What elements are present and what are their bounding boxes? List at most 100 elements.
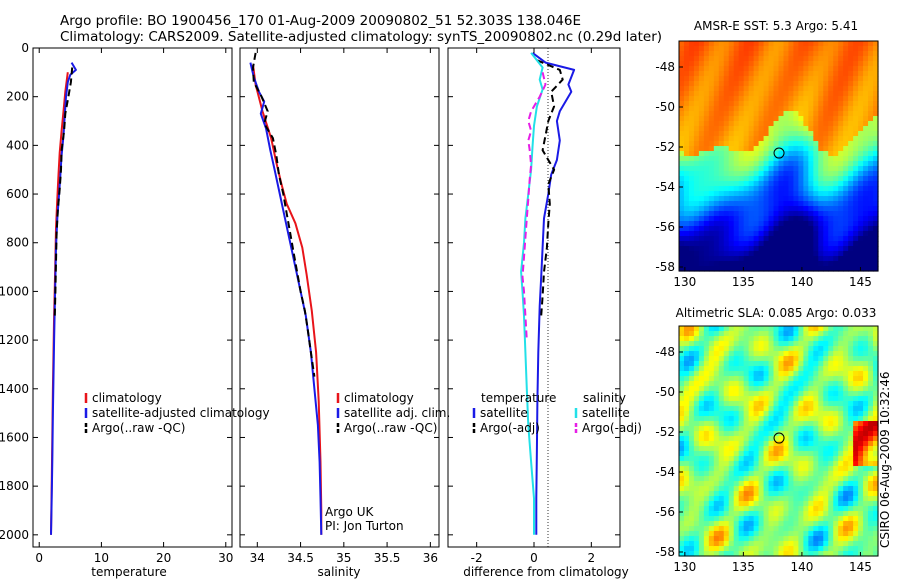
- sla-map-cell: [868, 441, 874, 447]
- sst-map-cell: [833, 256, 839, 262]
- sla-map-cell: [813, 551, 819, 557]
- sst-map-cell: [823, 96, 829, 102]
- sst-map-cell: [863, 251, 869, 257]
- sla-map-cell: [783, 506, 790, 512]
- sla-map-cell: [788, 356, 795, 362]
- sst-map-cell: [703, 101, 710, 107]
- sst-map-cell: [818, 196, 824, 202]
- sst-map-cell: [679, 116, 685, 122]
- sla-map-cell: [873, 411, 879, 417]
- sla-map-cell: [873, 371, 879, 377]
- sst-map-cell: [808, 141, 814, 147]
- sla-map-cell: [868, 336, 874, 342]
- difference-series-line-2: [520, 52, 544, 535]
- sla-map-cell: [768, 491, 775, 497]
- sst-map-cell: [873, 196, 879, 202]
- sla-map-cell: [723, 366, 730, 372]
- sst-map-cell: [733, 201, 740, 207]
- sla-map-cell: [863, 531, 869, 537]
- sla-map-cell: [688, 336, 695, 342]
- sla-map-cell: [713, 536, 720, 542]
- sst-map-cell: [698, 141, 705, 147]
- sst-map-cell: [713, 221, 720, 227]
- sst-map-cell: [783, 51, 790, 57]
- sla-map-cell: [778, 381, 785, 387]
- sla-map-cell: [718, 476, 725, 482]
- sla-map-cell: [743, 341, 750, 347]
- sla-map-cell: [803, 436, 809, 442]
- sla-map-cell: [863, 336, 869, 342]
- sla-map-cell: [758, 461, 765, 467]
- sst-map-cell: [833, 51, 839, 57]
- sla-map-cell: [793, 356, 799, 362]
- sla-map-cell: [683, 526, 690, 532]
- sla-map-cell: [738, 431, 745, 437]
- sla-map-cell: [768, 346, 775, 352]
- sla-map-cell: [733, 326, 740, 332]
- sla-map-cell: [873, 361, 879, 367]
- sst-map-cell: [858, 226, 864, 232]
- sst-map-cell: [783, 156, 790, 162]
- sla-map-cell: [679, 501, 685, 507]
- sst-map-cell: [858, 76, 864, 82]
- sst-map-cell: [778, 241, 785, 247]
- sla-map-cell: [863, 341, 869, 347]
- sla-map-cell: [848, 396, 854, 402]
- sla-map-cell: [748, 421, 755, 427]
- sst-map-cell: [783, 76, 790, 82]
- sst-map-cell: [723, 141, 730, 147]
- sst-map-cell: [828, 201, 834, 207]
- sla-map-cell: [763, 491, 770, 497]
- sst-map-cell: [798, 251, 804, 257]
- sla-map-cell: [783, 411, 790, 417]
- sst-map-cell: [758, 191, 765, 197]
- sla-map-cell: [768, 466, 775, 472]
- sst-map-cell: [683, 136, 690, 142]
- sla-map-cell: [748, 386, 755, 392]
- sla-map-cell: [863, 331, 869, 337]
- sla-map-cell: [813, 496, 819, 502]
- sst-map-cell: [718, 141, 725, 147]
- sst-map-cell: [848, 121, 854, 127]
- sst-map-cell: [753, 101, 760, 107]
- sst-map-cell: [713, 206, 720, 212]
- sst-map-cell: [863, 261, 869, 267]
- sst-map-cell: [683, 216, 690, 222]
- difference-panel: -2 0 2 difference from climatology tempera…: [447, 47, 642, 579]
- sla-map-cell: [783, 451, 790, 457]
- sla-map-cell: [868, 471, 874, 477]
- sst-map-cell: [758, 251, 765, 257]
- sst-map-cell: [733, 196, 740, 202]
- sla-map-cell: [743, 531, 750, 537]
- sla-map-cell: [768, 366, 775, 372]
- sla-map-cell: [853, 446, 859, 452]
- sla-map-cell: [733, 431, 740, 437]
- sst-map-cell: [683, 61, 690, 67]
- sst-map-cell: [808, 81, 814, 87]
- sst-map-cell: [703, 201, 710, 207]
- sla-map-cell: [679, 391, 685, 397]
- sst-map-cell: [703, 46, 710, 52]
- sla-map-cell: [698, 476, 705, 482]
- sla-map-cell: [798, 391, 804, 397]
- sst-map-cell: [713, 201, 720, 207]
- sst-map-cell: [753, 91, 760, 97]
- sst-map-cell: [773, 51, 780, 57]
- sla-map-cell: [773, 526, 780, 532]
- sla-map-cell: [763, 536, 770, 542]
- sst-map-cell: [698, 131, 705, 137]
- sst-map-cell: [863, 211, 869, 217]
- sla-map-cell: [693, 366, 700, 372]
- sst-map-cell: [788, 216, 795, 222]
- sst-map-cell: [743, 141, 750, 147]
- sst-map-cell: [763, 121, 770, 127]
- sla-map-cell: [798, 521, 804, 527]
- figure-title-line2: Climatology: CARS2009. Satellite-adjuste…: [60, 29, 663, 45]
- sst-map-cell: [808, 251, 814, 257]
- sla-map-cell: [858, 351, 864, 357]
- sla-map-cell: [843, 396, 849, 402]
- sst-map-cell: [813, 116, 819, 122]
- sst-map-cell: [798, 66, 804, 72]
- sla-map-cells: [679, 326, 879, 557]
- sla-map-cell: [718, 466, 725, 472]
